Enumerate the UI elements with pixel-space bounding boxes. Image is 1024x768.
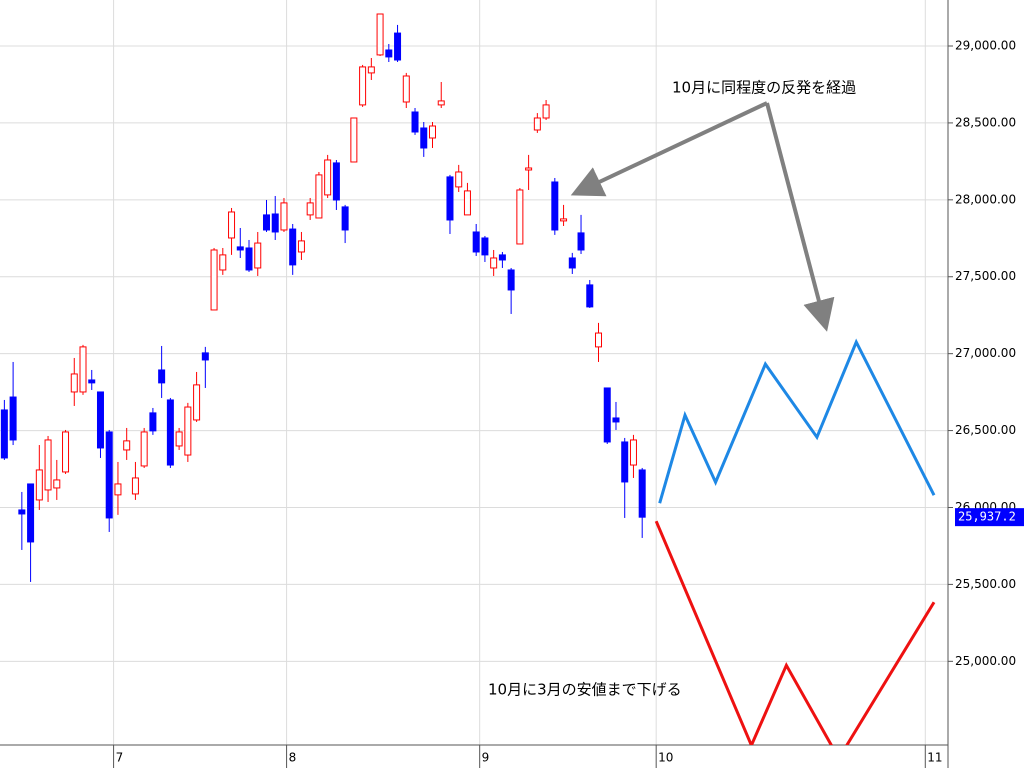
x-tick-label: 11 [927,751,942,765]
candle-body [18,509,26,515]
candle-body [262,214,270,231]
candle-body [271,213,279,233]
candle-body [350,117,358,163]
candle-body [472,231,480,253]
candle-body [254,242,262,269]
candle-body [62,431,70,473]
x-tick-label: 8 [289,751,297,765]
candle-body [193,384,201,421]
candle-body [332,162,340,201]
y-tick-label: 26,500.00 [955,423,1016,437]
y-tick-label: 25,500.00 [955,577,1016,591]
candle-body [131,477,139,495]
candle-body [245,247,253,271]
candle-body [158,369,166,384]
x-tick-label: 7 [116,751,124,765]
candle-body [0,409,8,459]
candle-body [568,257,576,269]
candle-body [324,159,332,196]
candle-body [525,167,533,171]
candle-body [411,111,419,133]
candle-body [140,431,148,467]
candle-body [437,100,445,106]
candle-body [175,431,183,447]
candle-body [306,202,314,216]
candle-body [385,49,393,58]
candle-body [507,269,515,291]
candle-body [96,391,104,449]
candle-body [394,32,402,61]
candle-body [603,387,611,443]
candle-body [289,228,297,266]
y-tick-label: 27,000.00 [955,346,1016,360]
arrow [765,102,835,332]
candle-body [35,469,43,501]
last-price-box [955,508,1024,527]
candle-body [638,469,646,518]
candle-body [123,440,131,451]
candle-body [402,75,410,103]
candle-body [376,13,384,56]
candle-body [586,284,594,308]
candle-body [88,379,96,384]
x-tick-label: 9 [482,751,490,765]
candle-body [236,246,244,251]
candle-body [70,373,78,393]
candle-body [105,431,113,519]
annotation: 10月に同程度の反発を経過 [672,79,856,97]
y-tick-label: 25,000.00 [955,654,1016,668]
candle-body [9,396,17,441]
candle-body [184,406,192,456]
candle-body [297,240,305,253]
candle-body [280,202,288,231]
candle-body [629,439,637,466]
candle-body [228,211,236,239]
candle-body [53,479,61,489]
candle-body [201,352,209,361]
candle-body [166,399,174,466]
candle-body [463,190,471,216]
candle-body [359,66,367,106]
candle-body [210,249,218,311]
candle-body [560,218,568,222]
candle-body [219,254,227,271]
x-tick-label: 10 [658,751,673,765]
projection-line [654,520,936,745]
candle-body [27,483,35,543]
candle-body [420,127,428,149]
y-tick-label: 28,000.00 [955,192,1016,206]
candle-body [367,66,375,74]
candle-body [595,332,603,348]
candle-body [341,206,349,231]
candle-body [498,254,506,261]
candle-body [612,417,620,423]
candle-body [149,412,157,432]
candle-body [516,189,524,245]
candle-body [490,257,498,269]
arrow [570,101,768,197]
candle-body [428,125,436,139]
candle-body [481,237,489,256]
candle-body [542,104,550,119]
y-tick-label: 28,500.00 [955,115,1016,129]
annotation: 10月に3月の安値まで下げる [488,681,682,699]
y-tick-label: 29,000.00 [955,38,1016,52]
candle-body [44,439,52,491]
projection-line [658,338,936,504]
candle-body [577,232,585,251]
candle-body [533,117,541,131]
candle-body [551,181,559,231]
candle-body [315,174,323,219]
candle-body [114,483,122,496]
last-price-label: 25,937.2 [958,510,1016,524]
y-tick-label: 27,500.00 [955,269,1016,283]
candle-body [79,346,87,393]
candle-body [455,171,463,188]
candle-body [621,441,629,483]
candle-body [446,176,454,221]
